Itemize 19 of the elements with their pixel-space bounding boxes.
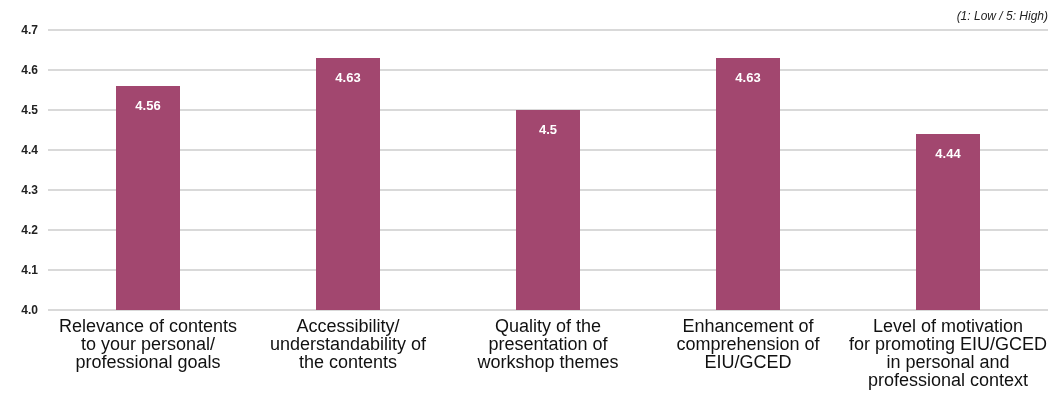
y-tick-label: 4.4 [21,143,39,157]
y-tick-label: 4.5 [21,103,39,117]
x-tick-label: Relevance of contents to your personal/ professional goals [58,316,238,372]
y-tick-label: 4.7 [21,23,39,37]
y-tick-label: 4.3 [21,183,39,197]
y-tick-label: 4.1 [21,263,39,277]
y-tick-label: 4.2 [21,223,39,237]
data-label: 4.5 [538,122,558,137]
text: (1: Low / 5: High) [956,9,1048,23]
x-tick-label: Level of motivation for promoting EIU/GCED in personal and professional context [848,316,1048,390]
y-tick-label: 4.0 [21,303,39,317]
data-label: 4.56 [135,98,161,113]
y-tick-label: 4.6 [21,63,39,77]
data-label: 4.63 [335,70,361,85]
data-label: 4.44 [935,146,962,161]
x-tick-label: Quality of the presentation of workshop themes [476,316,619,372]
x-tick-label: Enhancement of comprehension of EIU/GCED [676,316,821,372]
x-tick-label: Accessibility/ understandability of the contents [269,316,428,372]
data-label: 4.63 [735,70,761,85]
